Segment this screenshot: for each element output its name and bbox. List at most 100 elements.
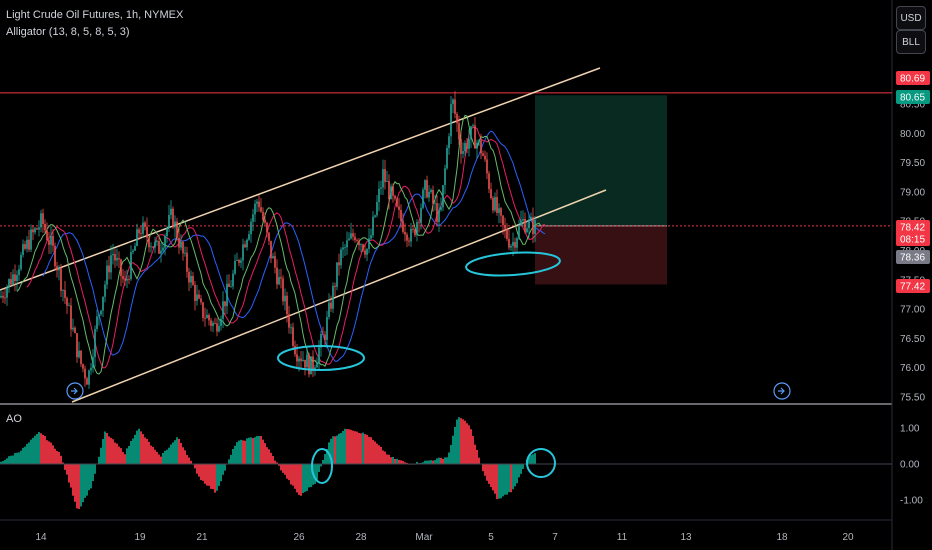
ao-bar [382, 450, 384, 464]
ao-bar [100, 447, 102, 464]
candle [500, 207, 502, 224]
ao-bar [50, 442, 52, 464]
ao-bar [8, 456, 10, 464]
ao-bar [84, 464, 86, 498]
session-break-icon[interactable] [773, 382, 791, 400]
ao-bar [296, 464, 298, 493]
ao-bar [514, 464, 516, 487]
candle [532, 207, 534, 244]
candle [518, 219, 520, 241]
candle [62, 289, 64, 302]
ao-bar [502, 464, 504, 497]
candle [258, 195, 260, 212]
candle [208, 313, 210, 326]
candle [388, 174, 390, 210]
ao-bar [186, 454, 188, 464]
candle [480, 133, 482, 160]
candle [332, 282, 334, 313]
indicator-label[interactable]: Alligator (13, 8, 5, 8, 5, 3) [6, 26, 130, 38]
candle [328, 293, 330, 320]
ao-bar [220, 464, 222, 482]
candle [316, 357, 318, 368]
ao-bar [442, 458, 444, 464]
candle [194, 280, 196, 311]
ao-bar [236, 442, 238, 464]
ao-bar [430, 460, 432, 464]
ao-bar [164, 450, 166, 464]
candle [504, 217, 506, 239]
candle [340, 247, 342, 269]
ao-bar [344, 428, 346, 464]
ao-bar [440, 457, 442, 464]
currency-toggle[interactable]: USD [896, 6, 926, 30]
ao-bar [350, 429, 352, 464]
symbol-title[interactable]: Light Crude Oil Futures, 1h, NYMEX [6, 9, 184, 21]
ao-bar [62, 462, 64, 464]
candle [12, 269, 14, 287]
ao-bar [144, 437, 146, 464]
ao-axis[interactable]: 1.00 0.00 -1.00 [900, 424, 923, 507]
position-profit-zone[interactable] [535, 95, 667, 226]
candle [10, 271, 12, 287]
channel-upper-line[interactable] [0, 67, 601, 291]
ao-bar [112, 439, 114, 464]
ao-bar [466, 423, 468, 464]
channel-lower-line[interactable] [71, 189, 607, 403]
candle [38, 220, 40, 237]
ao-bar [380, 446, 382, 464]
candle [490, 182, 492, 200]
candle [226, 274, 228, 315]
ao-bar [396, 458, 398, 464]
candle [138, 227, 140, 241]
ao-bar [116, 443, 118, 464]
time-axis[interactable]: 14 19 21 26 28 Mar 5 7 11 13 18 20 [35, 532, 854, 543]
price-tick-label: 79.50 [900, 158, 925, 169]
candle [292, 322, 294, 350]
candle [104, 280, 106, 303]
candle [266, 221, 268, 238]
ao-bar [188, 457, 190, 464]
candle [234, 254, 236, 276]
ao-bar [478, 457, 480, 464]
candle [448, 133, 450, 155]
candle [378, 181, 380, 212]
candle [112, 243, 114, 265]
candle [342, 241, 344, 259]
price-tag: 77.42 [896, 279, 930, 293]
ao-bar [432, 460, 434, 464]
unit-toggle[interactable]: BLL [896, 30, 926, 54]
annotation-circle-low[interactable] [277, 345, 365, 371]
ao-bar [294, 464, 296, 489]
ao-bar [476, 449, 478, 464]
candle [246, 238, 248, 251]
ao-bar [490, 464, 492, 488]
position-loss-zone[interactable] [535, 225, 667, 285]
ao-bar [38, 432, 40, 464]
candle [502, 214, 504, 235]
candle [178, 228, 180, 255]
ao-bar [422, 462, 424, 464]
ao-bar [254, 437, 256, 464]
candle [90, 362, 92, 375]
ao-bar [306, 464, 308, 491]
ao-annotation-circle-2[interactable] [526, 448, 556, 478]
ao-label[interactable]: AO [6, 413, 22, 425]
ao-bar [260, 436, 262, 464]
ao-annotation-circle-1[interactable] [311, 448, 333, 484]
price-tick-label: 75.50 [900, 393, 925, 404]
annotation-circle-retest[interactable] [465, 250, 561, 279]
ao-bar [52, 445, 54, 464]
ao-bar [142, 434, 144, 464]
time-tick-label: 19 [134, 532, 146, 543]
candle [428, 185, 430, 202]
candle [368, 228, 370, 254]
ao-bar [170, 444, 172, 464]
candle [212, 320, 214, 333]
candle [142, 216, 144, 239]
ao-bar [464, 420, 466, 464]
candle [324, 331, 326, 346]
ao-bar [120, 448, 122, 464]
session-break-icon[interactable] [66, 382, 84, 400]
candle [94, 325, 96, 367]
